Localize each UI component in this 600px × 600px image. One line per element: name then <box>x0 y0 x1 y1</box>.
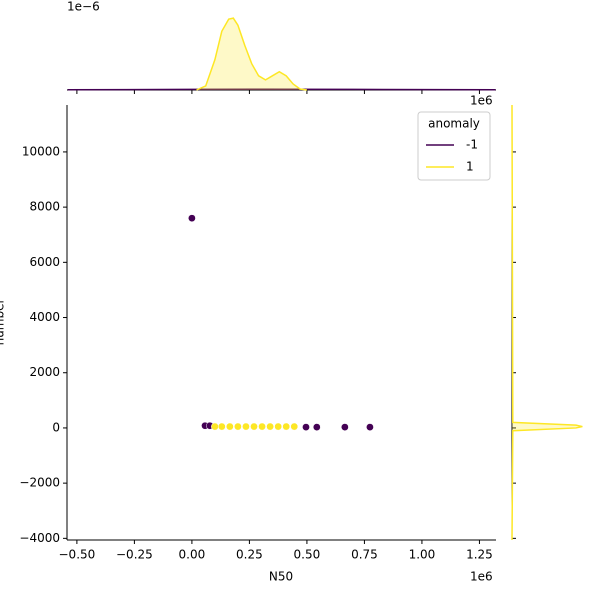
y-tick-label: 6000 <box>29 255 60 269</box>
x-tick-label: 0.75 <box>351 548 378 562</box>
scatter-point <box>282 422 291 431</box>
x-offset-label: 1e6 <box>470 94 493 108</box>
scatter-point <box>258 422 266 431</box>
y-tick-label: 0 <box>52 420 60 434</box>
x-axis-label: N50 <box>269 570 293 584</box>
legend-title: anomaly <box>428 117 480 131</box>
x-tick-label: 0.00 <box>179 548 206 562</box>
y-tick-label: 8000 <box>29 200 60 214</box>
scatter-point <box>312 423 321 431</box>
scatter-point <box>242 422 250 431</box>
x-offset-label: 1e6 <box>470 570 493 584</box>
x-tick-label: 0.25 <box>236 548 263 562</box>
y-tick-label: 10000 <box>22 144 60 158</box>
kde-line <box>196 17 308 91</box>
kde-area <box>196 18 307 90</box>
kde-line <box>67 88 496 91</box>
y-tick-label: −4000 <box>19 531 60 545</box>
x-tick-label: −0.50 <box>59 548 96 562</box>
y-tick-label: −2000 <box>19 476 60 490</box>
y-axis-label: number <box>0 299 7 346</box>
x-tick-label: −0.25 <box>116 548 153 562</box>
x-tick-label: 1.25 <box>466 548 493 562</box>
legend-label: 1 <box>466 160 474 174</box>
scatter-point <box>226 422 234 431</box>
x-tick-label: 1.00 <box>409 548 436 562</box>
scatter-point <box>341 423 349 431</box>
legend-box <box>417 111 491 181</box>
kde-line <box>511 104 583 541</box>
scatter-point <box>211 422 219 431</box>
scatter-point <box>217 422 226 431</box>
scatter-point <box>266 422 274 431</box>
legend-label: -1 <box>466 138 478 152</box>
scatter-point <box>366 423 374 431</box>
scatter-point <box>302 423 310 431</box>
scatter-point <box>234 422 242 431</box>
y-tick-label: 2000 <box>29 365 60 379</box>
x-tick-label: 0.50 <box>294 548 321 562</box>
y-tick-label: 4000 <box>29 310 60 324</box>
scatter-point <box>188 214 196 223</box>
scatter-point <box>290 422 299 431</box>
y-offset-label: 1e−6 <box>67 0 100 14</box>
scatter-point <box>274 422 283 431</box>
scatter-point <box>250 422 258 431</box>
